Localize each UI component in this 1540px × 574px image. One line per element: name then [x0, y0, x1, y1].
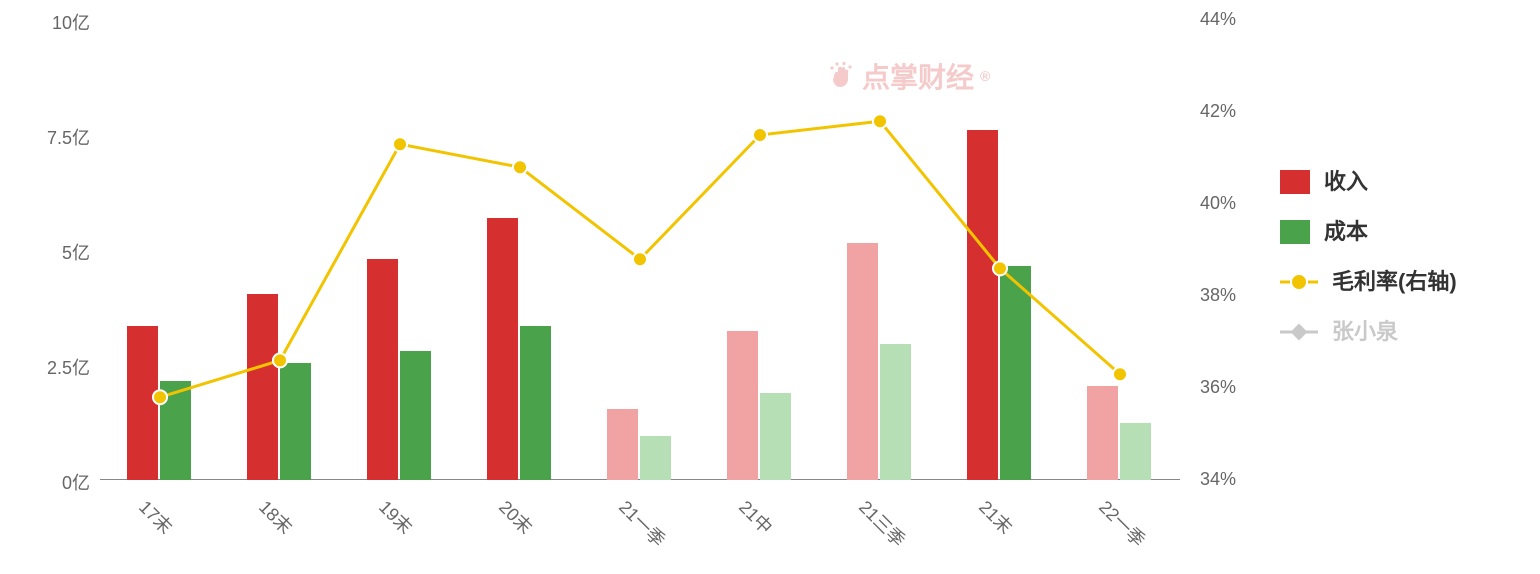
legend-line-diamond-icon [1280, 320, 1318, 344]
y-right-tick-label: 34% [1200, 469, 1260, 490]
gross-margin-marker [993, 261, 1007, 275]
legend-swatch-icon [1280, 170, 1310, 194]
x-tick-label: 21一季 [614, 494, 672, 552]
legend: 收入成本毛利率(右轴) 张小泉 [1280, 170, 1457, 370]
x-tick-label: 19末 [374, 494, 419, 539]
gross-margin-marker [753, 128, 767, 142]
legend-label: 成本 [1324, 221, 1368, 243]
gross-margin-marker [633, 252, 647, 266]
gross-margin-marker [1113, 367, 1127, 381]
y-right-tick-label: 40% [1200, 193, 1260, 214]
y-left-tick-label: 0亿 [10, 469, 90, 495]
y-right-tick-label: 42% [1200, 101, 1260, 122]
x-tick-label: 21末 [974, 494, 1019, 539]
y-left-tick-label: 2.5亿 [10, 354, 90, 380]
legend-swatch-icon [1280, 220, 1310, 244]
gross-margin-marker [393, 137, 407, 151]
revenue-cost-margin-chart: 0亿 2.5亿 5亿 7.5亿 10亿 34% 36% 38% 40% 42% 44% 17末 18… [0, 0, 1540, 574]
gross-margin-marker [273, 353, 287, 367]
x-tick-label: 21三季 [854, 494, 912, 552]
legend-label: 收入 [1324, 171, 1368, 193]
legend-item[interactable]: 张小泉 [1280, 320, 1457, 344]
x-tick-label: 20末 [494, 494, 539, 539]
legend-item[interactable]: 毛利率(右轴) [1280, 270, 1457, 294]
legend-label: 张小泉 [1332, 321, 1398, 343]
y-left-tick-label: 5亿 [10, 239, 90, 265]
legend-line-dot-icon [1280, 270, 1318, 294]
gross-margin-marker [513, 160, 527, 174]
legend-item[interactable]: 成本 [1280, 220, 1457, 244]
y-left-tick-label: 7.5亿 [10, 124, 90, 150]
gross-margin-marker [153, 390, 167, 404]
x-tick-label: 21中 [734, 494, 779, 539]
line-layer [100, 20, 1180, 480]
y-right-tick-label: 44% [1200, 9, 1260, 30]
legend-label: 毛利率(右轴) [1332, 271, 1457, 293]
plot-area [100, 20, 1180, 480]
gross-margin-marker [873, 114, 887, 128]
y-left-tick-label: 10亿 [10, 9, 90, 35]
y-right-tick-label: 36% [1200, 377, 1260, 398]
x-tick-label: 18末 [254, 494, 299, 539]
x-tick-label: 17末 [134, 494, 179, 539]
legend-item[interactable]: 收入 [1280, 170, 1457, 194]
x-tick-label: 22一季 [1094, 494, 1152, 552]
y-right-tick-label: 38% [1200, 285, 1260, 306]
